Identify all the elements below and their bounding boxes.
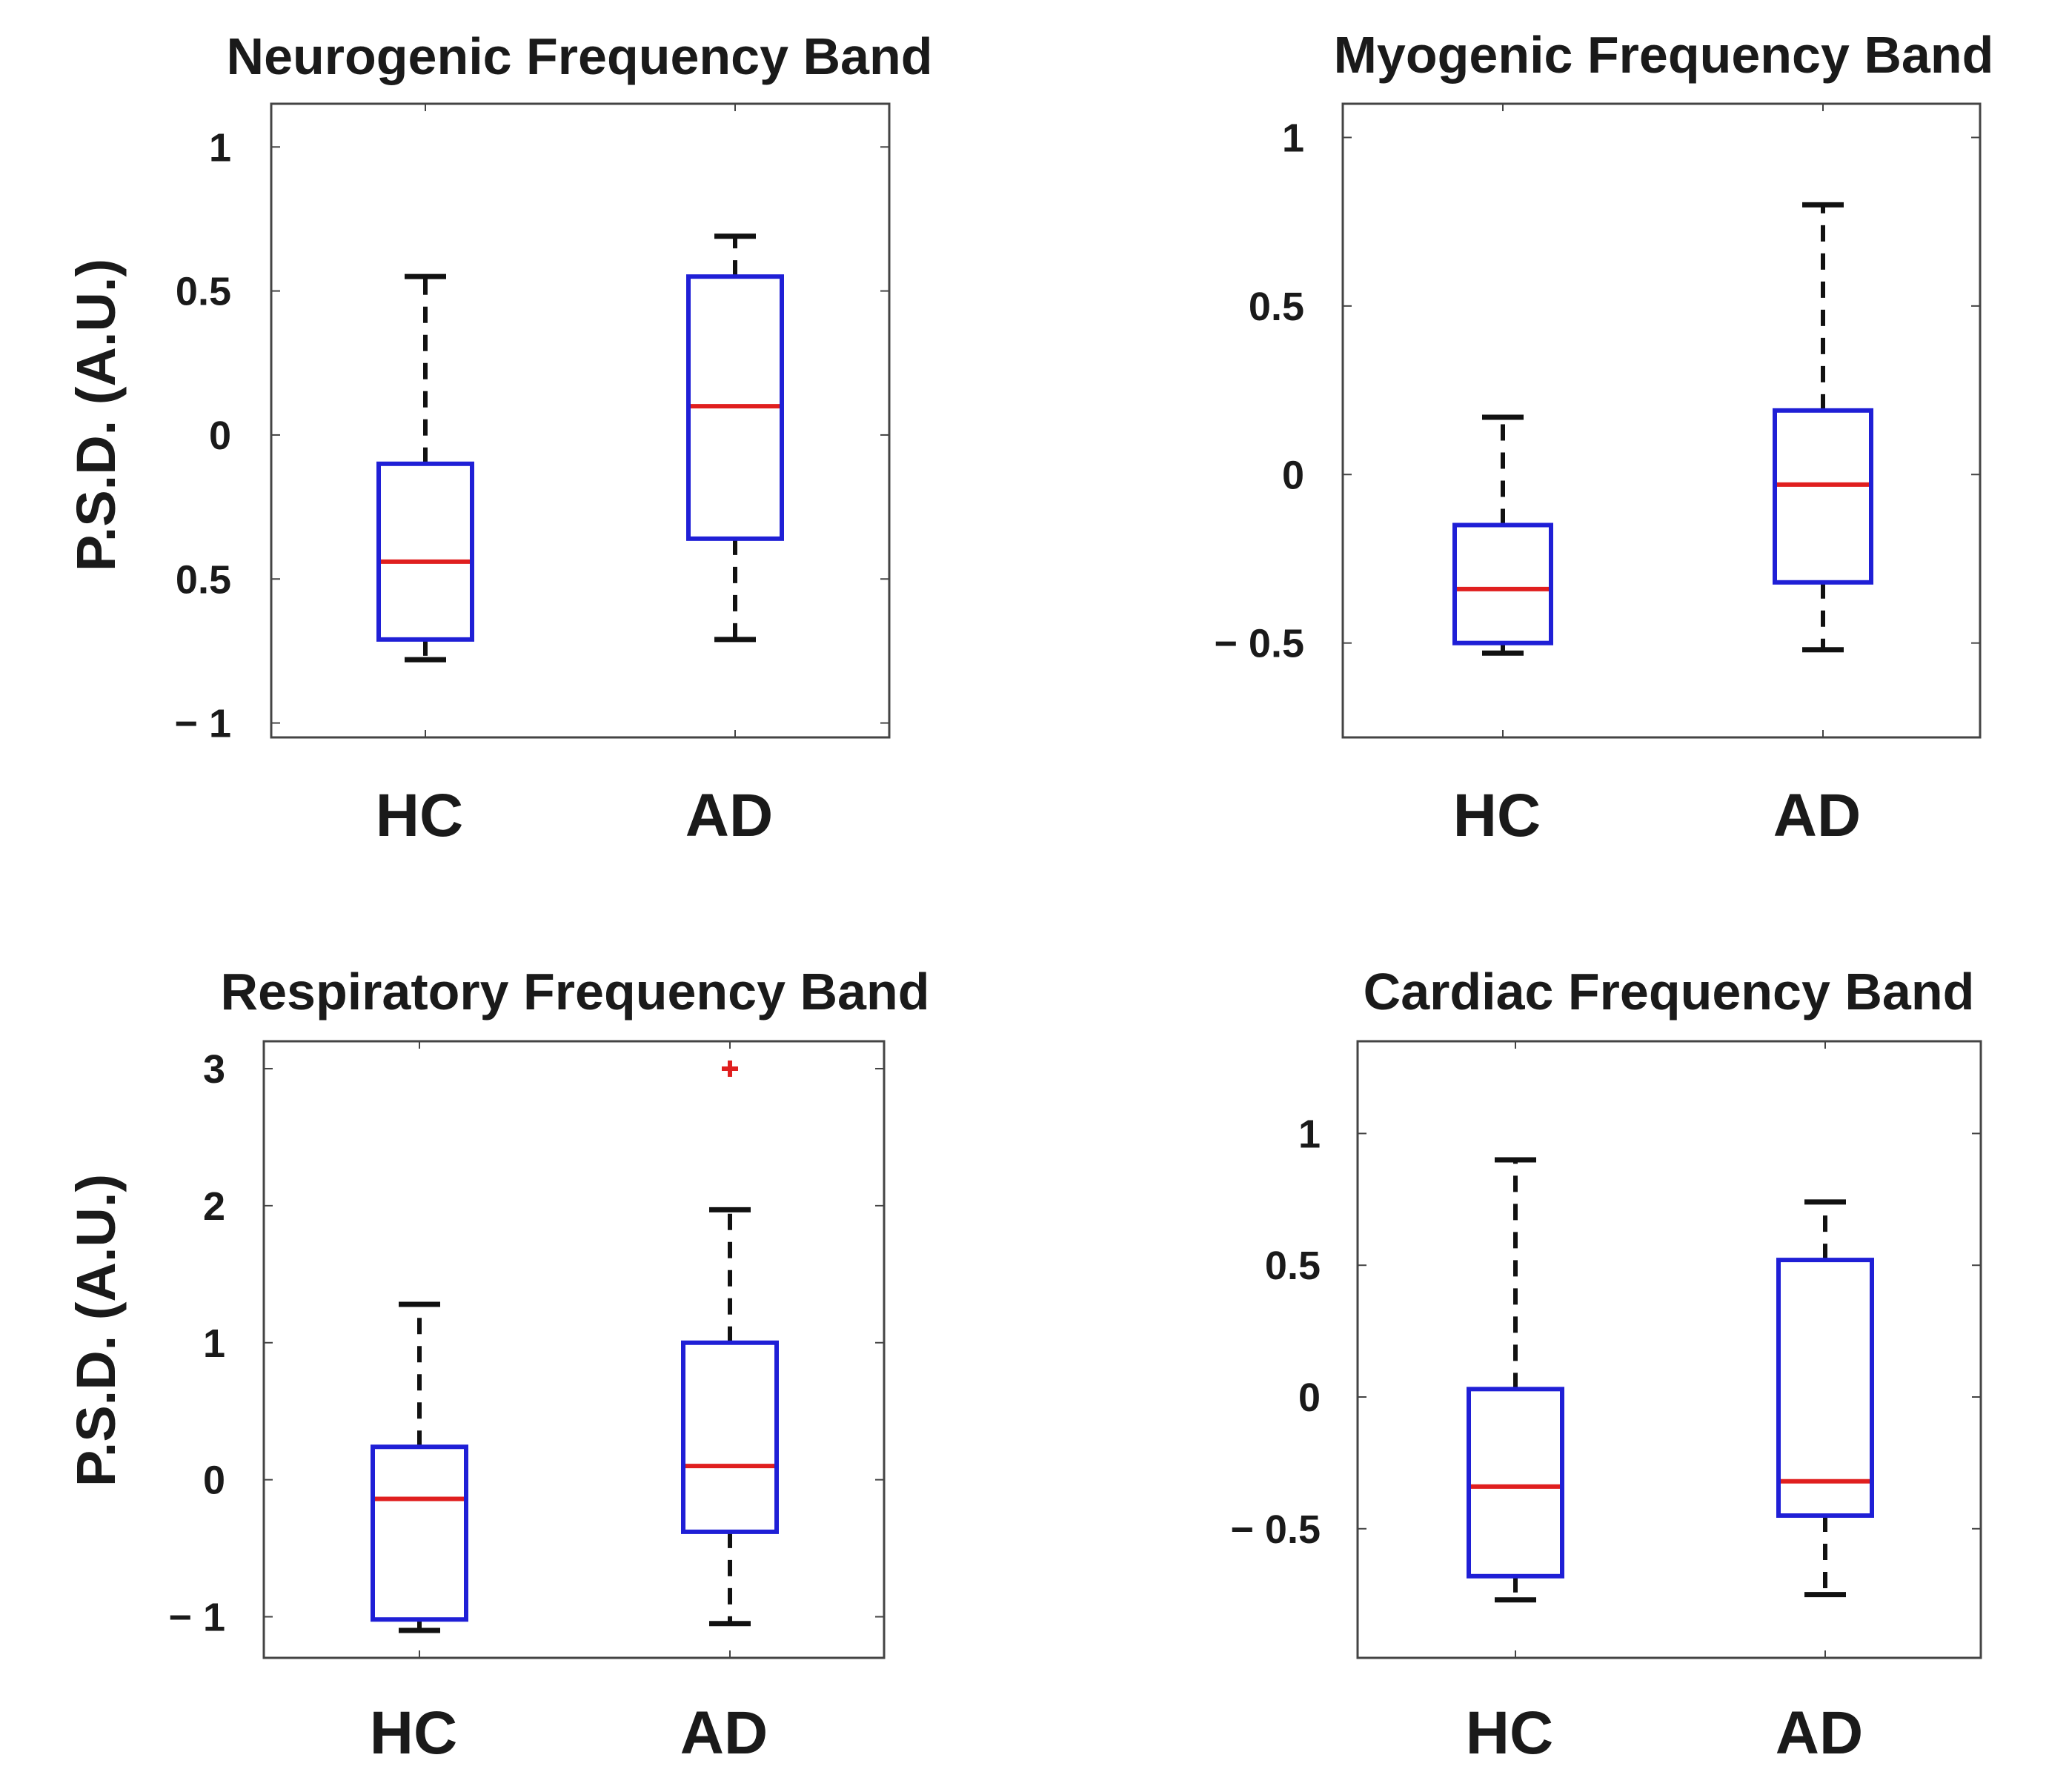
panel-myogenic: Myogenic Frequency Band 1 0.5 0 − 0.5 HC AD: [1214, 26, 1993, 849]
y-tick-label: 0.5: [176, 270, 231, 314]
box-ad: [1773, 408, 1873, 585]
y-tick-label: 2: [203, 1184, 225, 1229]
box-ad: [1776, 1258, 1874, 1518]
chart-title: Myogenic Frequency Band: [1334, 26, 1994, 84]
y-tick-label: 0.5: [1265, 1244, 1321, 1288]
y-tick-label: 1: [209, 125, 231, 170]
y-tick-label: 0.5: [176, 557, 231, 602]
box-hc: [371, 1444, 468, 1622]
x-category-label: AD: [685, 782, 773, 849]
y-tick-label: 0: [209, 414, 231, 458]
x-category-label: HC: [370, 1699, 457, 1767]
x-category-label: AD: [1776, 1699, 1863, 1767]
panel-neurogenic: Neurogenic Frequency Band P.S.D. (A.U.) 1 0…: [65, 27, 932, 849]
box-ad: [686, 274, 784, 541]
outlier-marker: [722, 1060, 738, 1077]
x-category-label: AD: [1773, 782, 1861, 849]
x-category-label: AD: [680, 1699, 768, 1767]
y-tick-label: − 1: [168, 1596, 225, 1640]
y-tick-label: − 0.5: [1214, 622, 1304, 666]
y-tick-label: − 1: [174, 702, 231, 746]
chart-title: Respiratory Frequency Band: [221, 963, 930, 1021]
y-tick-label: 0: [1298, 1375, 1321, 1420]
y-tick-label: 1: [1282, 116, 1304, 160]
box-hc: [376, 461, 474, 642]
panel-respiratory: Respiratory Frequency Band P.S.D. (A.U.) 3…: [65, 963, 929, 1767]
x-category-label: HC: [376, 782, 463, 849]
y-tick-label: 0: [1282, 453, 1304, 497]
axes-frame: [1356, 1040, 1982, 1659]
chart-title: Cardiac Frequency Band: [1364, 963, 1975, 1021]
y-axis-label: P.S.D. (A.U.): [65, 259, 127, 571]
y-tick-label: 1: [1298, 1112, 1321, 1156]
y-tick-label: 3: [203, 1047, 225, 1092]
box-ad: [681, 1340, 779, 1534]
panel-cardiac: Cardiac Frequency Band 1 0.5 0 − 0.5 HC AD: [1230, 963, 1982, 1767]
chart-title: Neurogenic Frequency Band: [227, 27, 933, 85]
y-axis-label: P.S.D. (A.U.): [65, 1174, 127, 1487]
y-tick-label: − 0.5: [1230, 1507, 1321, 1552]
y-tick-label: 1: [203, 1321, 225, 1366]
x-category-label: HC: [1453, 782, 1541, 849]
y-tick-label: 0: [203, 1459, 225, 1503]
axes-frame: [270, 102, 891, 739]
box-hc: [1467, 1387, 1564, 1579]
box-hc: [1452, 522, 1553, 646]
y-tick-label: 0.5: [1249, 285, 1304, 329]
axes-frame: [262, 1040, 886, 1659]
x-category-label: HC: [1466, 1699, 1553, 1767]
axes-frame: [1341, 102, 1982, 739]
